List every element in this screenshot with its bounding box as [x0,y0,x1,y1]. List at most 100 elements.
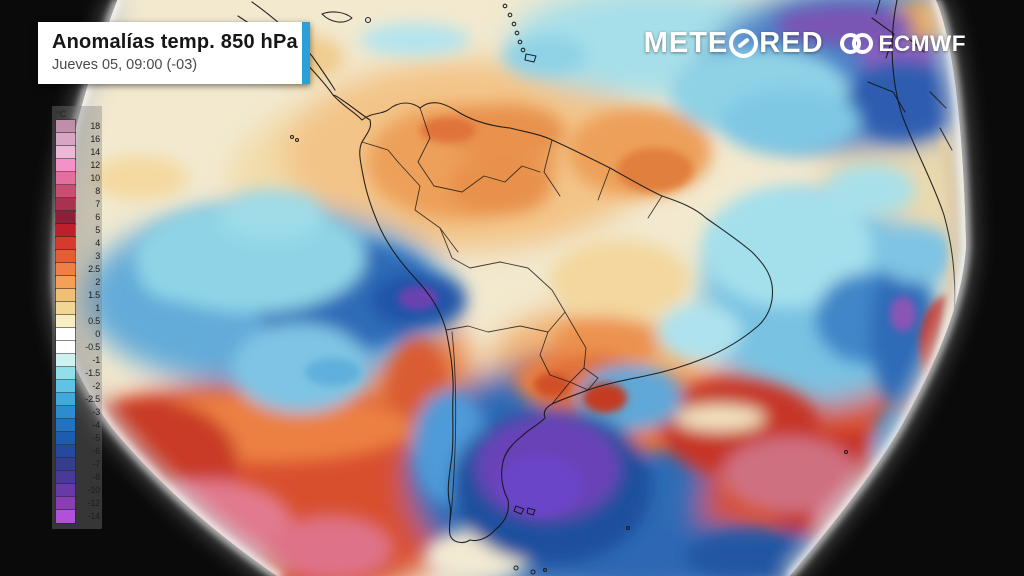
legend-swatch [55,483,76,498]
legend-swatch [55,236,76,251]
legend-entry: -14 [55,509,101,524]
legend-swatch [55,184,76,199]
legend-value: -2.5 [85,394,100,404]
legend-entry: 10 [55,171,100,186]
legend-value: 5 [95,225,100,235]
legend-entry: -10 [55,483,101,498]
legend-value: -12 [87,498,101,508]
meteored-o-icon [729,29,759,58]
accent-stripe [302,22,310,84]
legend-swatch [55,431,76,446]
legend-entry: -1.5 [55,366,100,381]
legend-value: 1.5 [88,290,100,300]
legend-value: 18 [90,121,100,131]
legend-entry: -0.5 [55,340,100,355]
legend-value: 14 [90,147,100,157]
legend-entry: -8 [55,470,100,485]
title-card: Anomalías temp. 850 hPa Jueves 05, 09:00… [38,22,310,84]
legend-entry: 0.5 [55,314,100,329]
legend-entry: 18 [55,119,100,134]
legend-entry: -7 [55,457,100,472]
legend-swatch [55,262,76,277]
legend-value: 2 [95,277,100,287]
legend-swatch [55,366,76,381]
legend-value: -4 [92,420,100,430]
branding: METE RED ECMWF [644,27,966,60]
legend-swatch [55,132,76,147]
legend-value: 16 [90,134,100,144]
legend-swatch [55,457,76,472]
legend-unit-label: °C [56,109,67,119]
legend-swatch [55,509,76,524]
map-datetime: Jueves 05, 09:00 (-03) [52,57,198,73]
legend-swatch [55,470,76,485]
ecmwf-logo: ECMWF [839,30,966,57]
meteored-text-post: RED [759,27,824,59]
legend-value: 0.5 [88,316,100,326]
legend-entry: -1 [55,353,100,368]
legend-entry: 2.5 [55,262,100,277]
legend-entry: -2.5 [55,392,100,407]
legend-value: 6 [95,212,100,222]
legend-swatch [55,379,76,394]
legend-entry: 1 [55,301,100,316]
legend-entry: -2 [55,379,100,394]
legend-value: -10 [87,485,101,495]
meteored-logo: METE RED [644,27,824,60]
legend-swatch [55,158,76,173]
legend-value: 12 [90,160,100,170]
legend-entry: 12 [55,158,100,173]
legend-entry: -6 [55,444,100,459]
legend-rows: 18 16 14 12 10 8 7 6 5 4 3 2.5 2 1.5 1 0.5 0 -0.5 -1 -1.5 -2… [55,119,101,524]
ecmwf-rings-icon [839,33,873,54]
legend-value: -14 [87,511,101,521]
legend-entry: 0 [55,327,100,342]
map-title: Anomalías temp. 850 hPa [52,31,298,53]
south-america-coastline [332,94,774,544]
legend-swatch [55,145,76,160]
legend-swatch [55,197,76,212]
legend-value: -5 [92,433,100,443]
legend-swatch [55,301,76,316]
legend-value: -0.5 [85,342,100,352]
legend-swatch [55,249,76,264]
legend-value: 4 [95,238,100,248]
legend-swatch [55,119,76,134]
legend-value: -1.5 [85,368,100,378]
legend-swatch [55,405,76,420]
legend-value: 3 [95,251,100,261]
legend-value: 1 [95,303,100,313]
legend-value: -6 [92,446,100,456]
legend-swatch [55,327,76,342]
country-borders [361,107,663,523]
legend-entry: 1.5 [55,288,100,303]
legend-swatch [55,210,76,225]
legend-entry: 4 [55,236,100,251]
ecmwf-text: ECMWF [878,30,966,56]
legend-swatch [55,275,76,290]
legend-value: -3 [92,407,100,417]
legend-swatch [55,392,76,407]
legend-value: -7 [92,459,100,469]
color-scale-legend: °C 18 16 14 12 10 8 7 6 5 4 3 2.5 2 1.5 1 0.5 0 -0.5 -1 -1.… [52,106,102,529]
legend-entry: -12 [55,496,101,511]
legend-swatch [55,171,76,186]
legend-swatch [55,340,76,355]
legend-entry: 8 [55,184,100,199]
legend-value: -2 [92,381,100,391]
legend-entry: 6 [55,210,100,225]
legend-value: -8 [92,472,100,482]
legend-swatch [55,444,76,459]
legend-value: 7 [95,199,100,209]
legend-swatch [55,314,76,329]
legend-entry: 2 [55,275,100,290]
meteored-text-pre: METE [643,27,729,59]
legend-swatch [55,223,76,238]
legend-value: 8 [95,186,100,196]
legend-swatch [55,418,76,433]
legend-value: 10 [90,173,100,183]
legend-value: -1 [92,355,100,365]
legend-entry: -5 [55,431,100,446]
